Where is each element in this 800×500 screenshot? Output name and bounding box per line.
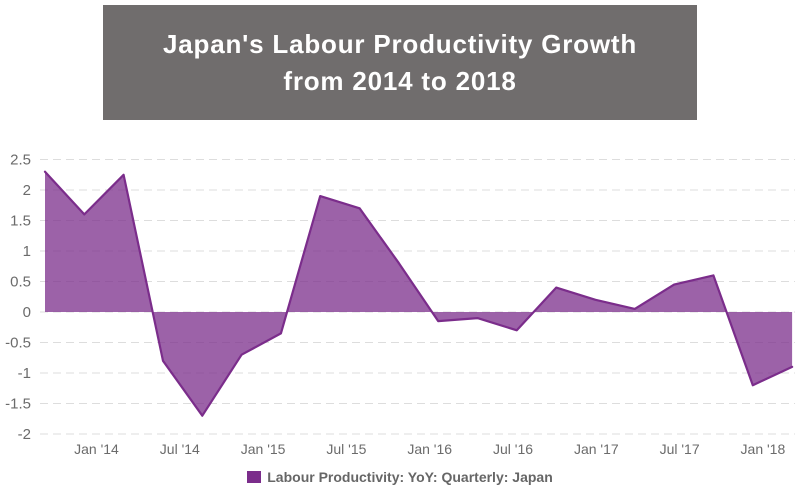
x-tick-label: Jul '14 <box>160 441 200 457</box>
legend-item[interactable]: Labour Productivity: YoY: Quarterly: Jap… <box>0 468 800 486</box>
title-banner: Japan's Labour Productivity Growth from … <box>103 5 697 120</box>
x-tick-label: Jul '15 <box>326 441 366 457</box>
legend-label: Labour Productivity: YoY: Quarterly: Jap… <box>267 469 553 485</box>
chart-title-line-1: Japan's Labour Productivity Growth <box>163 28 637 59</box>
chart-title-line-2: from 2014 to 2018 <box>283 65 517 96</box>
x-tick-label: Jan '14 <box>74 441 119 457</box>
y-tick-label: -2 <box>18 426 31 443</box>
y-tick-label: -1 <box>18 365 31 382</box>
legend-swatch <box>247 471 262 483</box>
x-tick-label: Jan '17 <box>574 441 619 457</box>
x-tick-label: Jan '16 <box>407 441 452 457</box>
y-tick-label: 2.5 <box>10 152 31 169</box>
series-line <box>43 170 794 417</box>
y-tick-label: 0.5 <box>10 274 31 291</box>
x-tick-label: Jul '16 <box>493 441 533 457</box>
y-tick-label: -0.5 <box>5 335 31 352</box>
y-tick-label: -1.5 <box>5 396 31 413</box>
y-tick-label: 1 <box>23 243 31 260</box>
y-tick-label: 2 <box>23 182 31 199</box>
x-tick-label: Jan '18 <box>741 441 786 457</box>
x-tick-label: Jan '15 <box>241 441 286 457</box>
x-tick-label: Jul '17 <box>660 441 700 457</box>
y-tick-label: 0 <box>23 304 31 321</box>
y-tick-label: 1.5 <box>10 213 31 230</box>
